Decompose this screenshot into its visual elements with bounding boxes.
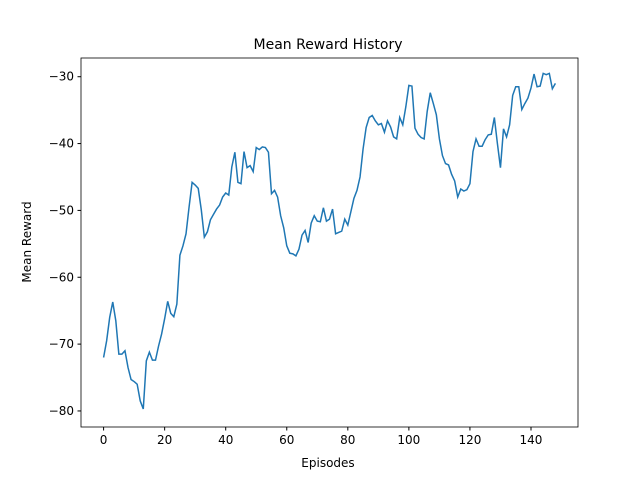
line-series bbox=[102, 72, 557, 410]
x-tick-label: 140 bbox=[520, 433, 543, 447]
y-tick-label: −60 bbox=[49, 270, 74, 284]
x-tick-label: 80 bbox=[340, 433, 355, 447]
x-tick-label: 0 bbox=[100, 433, 108, 447]
x-tick-label: 40 bbox=[218, 433, 233, 447]
y-tick-label: −50 bbox=[49, 203, 74, 217]
x-tick-label: 20 bbox=[157, 433, 172, 447]
plot-frame bbox=[80, 57, 579, 428]
chart-title: Mean Reward History bbox=[254, 37, 403, 53]
y-tick-label: −70 bbox=[49, 337, 74, 351]
x-tick-label: 60 bbox=[279, 433, 294, 447]
y-tick-label: −80 bbox=[49, 404, 74, 418]
y-axis-label: Mean Reward bbox=[20, 201, 34, 282]
x-tick-label: 120 bbox=[458, 433, 481, 447]
y-tick-label: −40 bbox=[49, 137, 74, 151]
x-axis-label: Episodes bbox=[301, 456, 354, 470]
y-tick-label: −30 bbox=[49, 70, 74, 84]
x-tick-label: 100 bbox=[397, 433, 420, 447]
